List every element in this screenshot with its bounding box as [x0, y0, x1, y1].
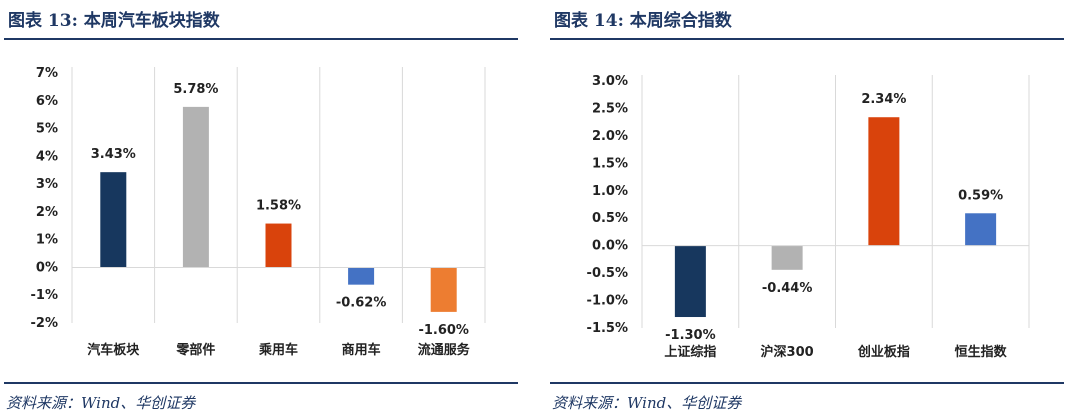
y-tick-label: 2.0% — [592, 129, 628, 144]
y-tick-label: 1.0% — [592, 184, 628, 199]
bar — [674, 245, 706, 318]
data-label: -0.62% — [336, 296, 387, 311]
y-tick-label: 3.0% — [592, 74, 628, 89]
y-tick-label: 4% — [36, 149, 58, 164]
source-note: 资料来源：Wind、华创证券 — [552, 394, 742, 412]
data-label: -1.60% — [418, 323, 469, 338]
y-tick-label: 7% — [36, 66, 58, 81]
title-divider — [4, 38, 518, 40]
y-tick-label: 0.0% — [592, 239, 628, 254]
composite-index-bar-chart: 3.0% 2.5% 2.0% 1.5% 1.0% 0.5% 0.0% -0.5% -1.0% -1… — [587, 74, 1030, 360]
title-divider — [550, 38, 1064, 40]
category-label: 汽车板块 — [87, 342, 140, 358]
y-tick-label: 0% — [36, 260, 58, 275]
category-label: 沪深300 — [761, 344, 814, 360]
category-label: 恒生指数 — [955, 344, 1008, 360]
data-label: 5.78% — [173, 82, 218, 97]
data-label: -0.44% — [762, 281, 813, 296]
left-chart-panel: 图表 13: 本周汽车板块指数 7% 6% 5% 4% 3% 2% 1% 0% -1% -2% 3.… — [0, 0, 520, 418]
data-label: 2.34% — [861, 92, 906, 107]
y-tick-label: -0.5% — [587, 266, 628, 281]
bar — [182, 106, 209, 268]
bar — [430, 267, 457, 312]
y-tick-label: 2.5% — [592, 101, 628, 116]
bar — [771, 245, 803, 270]
y-tick-label: -1.5% — [587, 321, 628, 336]
y-tick-label: 1% — [36, 233, 58, 248]
y-tick-label: 1.5% — [592, 156, 628, 171]
source-note: 资料来源：Wind、华创证券 — [6, 394, 196, 412]
y-tick-label: -2% — [31, 316, 58, 331]
chart-title: 图表 14: 本周综合指数 — [554, 11, 732, 31]
y-tick-label: -1% — [31, 288, 58, 303]
y-tick-label: 6% — [36, 94, 58, 109]
data-label: -1.30% — [665, 328, 716, 343]
data-label: 1.58% — [256, 199, 301, 214]
category-label: 乘用车 — [258, 342, 298, 358]
y-tick-label: 2% — [36, 205, 58, 220]
category-label: 创业板指 — [857, 344, 910, 360]
bar — [965, 213, 997, 246]
auto-sector-bar-chart: 7% 6% 5% 4% 3% 2% 1% 0% -1% -2% 3.43% 汽车板块 5.78% 零部件 1… — [31, 66, 486, 358]
bar — [868, 117, 900, 246]
bar — [265, 223, 292, 268]
y-tick-label: 5% — [36, 122, 58, 137]
y-tick-label: 0.5% — [592, 211, 628, 226]
right-chart-panel: 图表 14: 本周综合指数 3.0% 2.5% 2.0% 1.5% 1.0% 0.5% 0.… — [546, 0, 1066, 418]
source-divider — [4, 382, 518, 384]
bar — [348, 267, 375, 285]
category-label: 流通服务 — [418, 342, 471, 358]
category-label: 上证综指 — [664, 344, 716, 360]
source-divider — [550, 382, 1064, 384]
data-label: 3.43% — [91, 147, 136, 162]
chart-title: 图表 13: 本周汽车板块指数 — [8, 11, 220, 31]
data-label: 0.59% — [958, 188, 1003, 203]
category-label: 零部件 — [175, 342, 215, 358]
bar — [100, 172, 127, 268]
category-label: 商用车 — [342, 342, 381, 358]
y-tick-label: 3% — [36, 177, 58, 192]
y-tick-label: -1.0% — [587, 294, 628, 309]
